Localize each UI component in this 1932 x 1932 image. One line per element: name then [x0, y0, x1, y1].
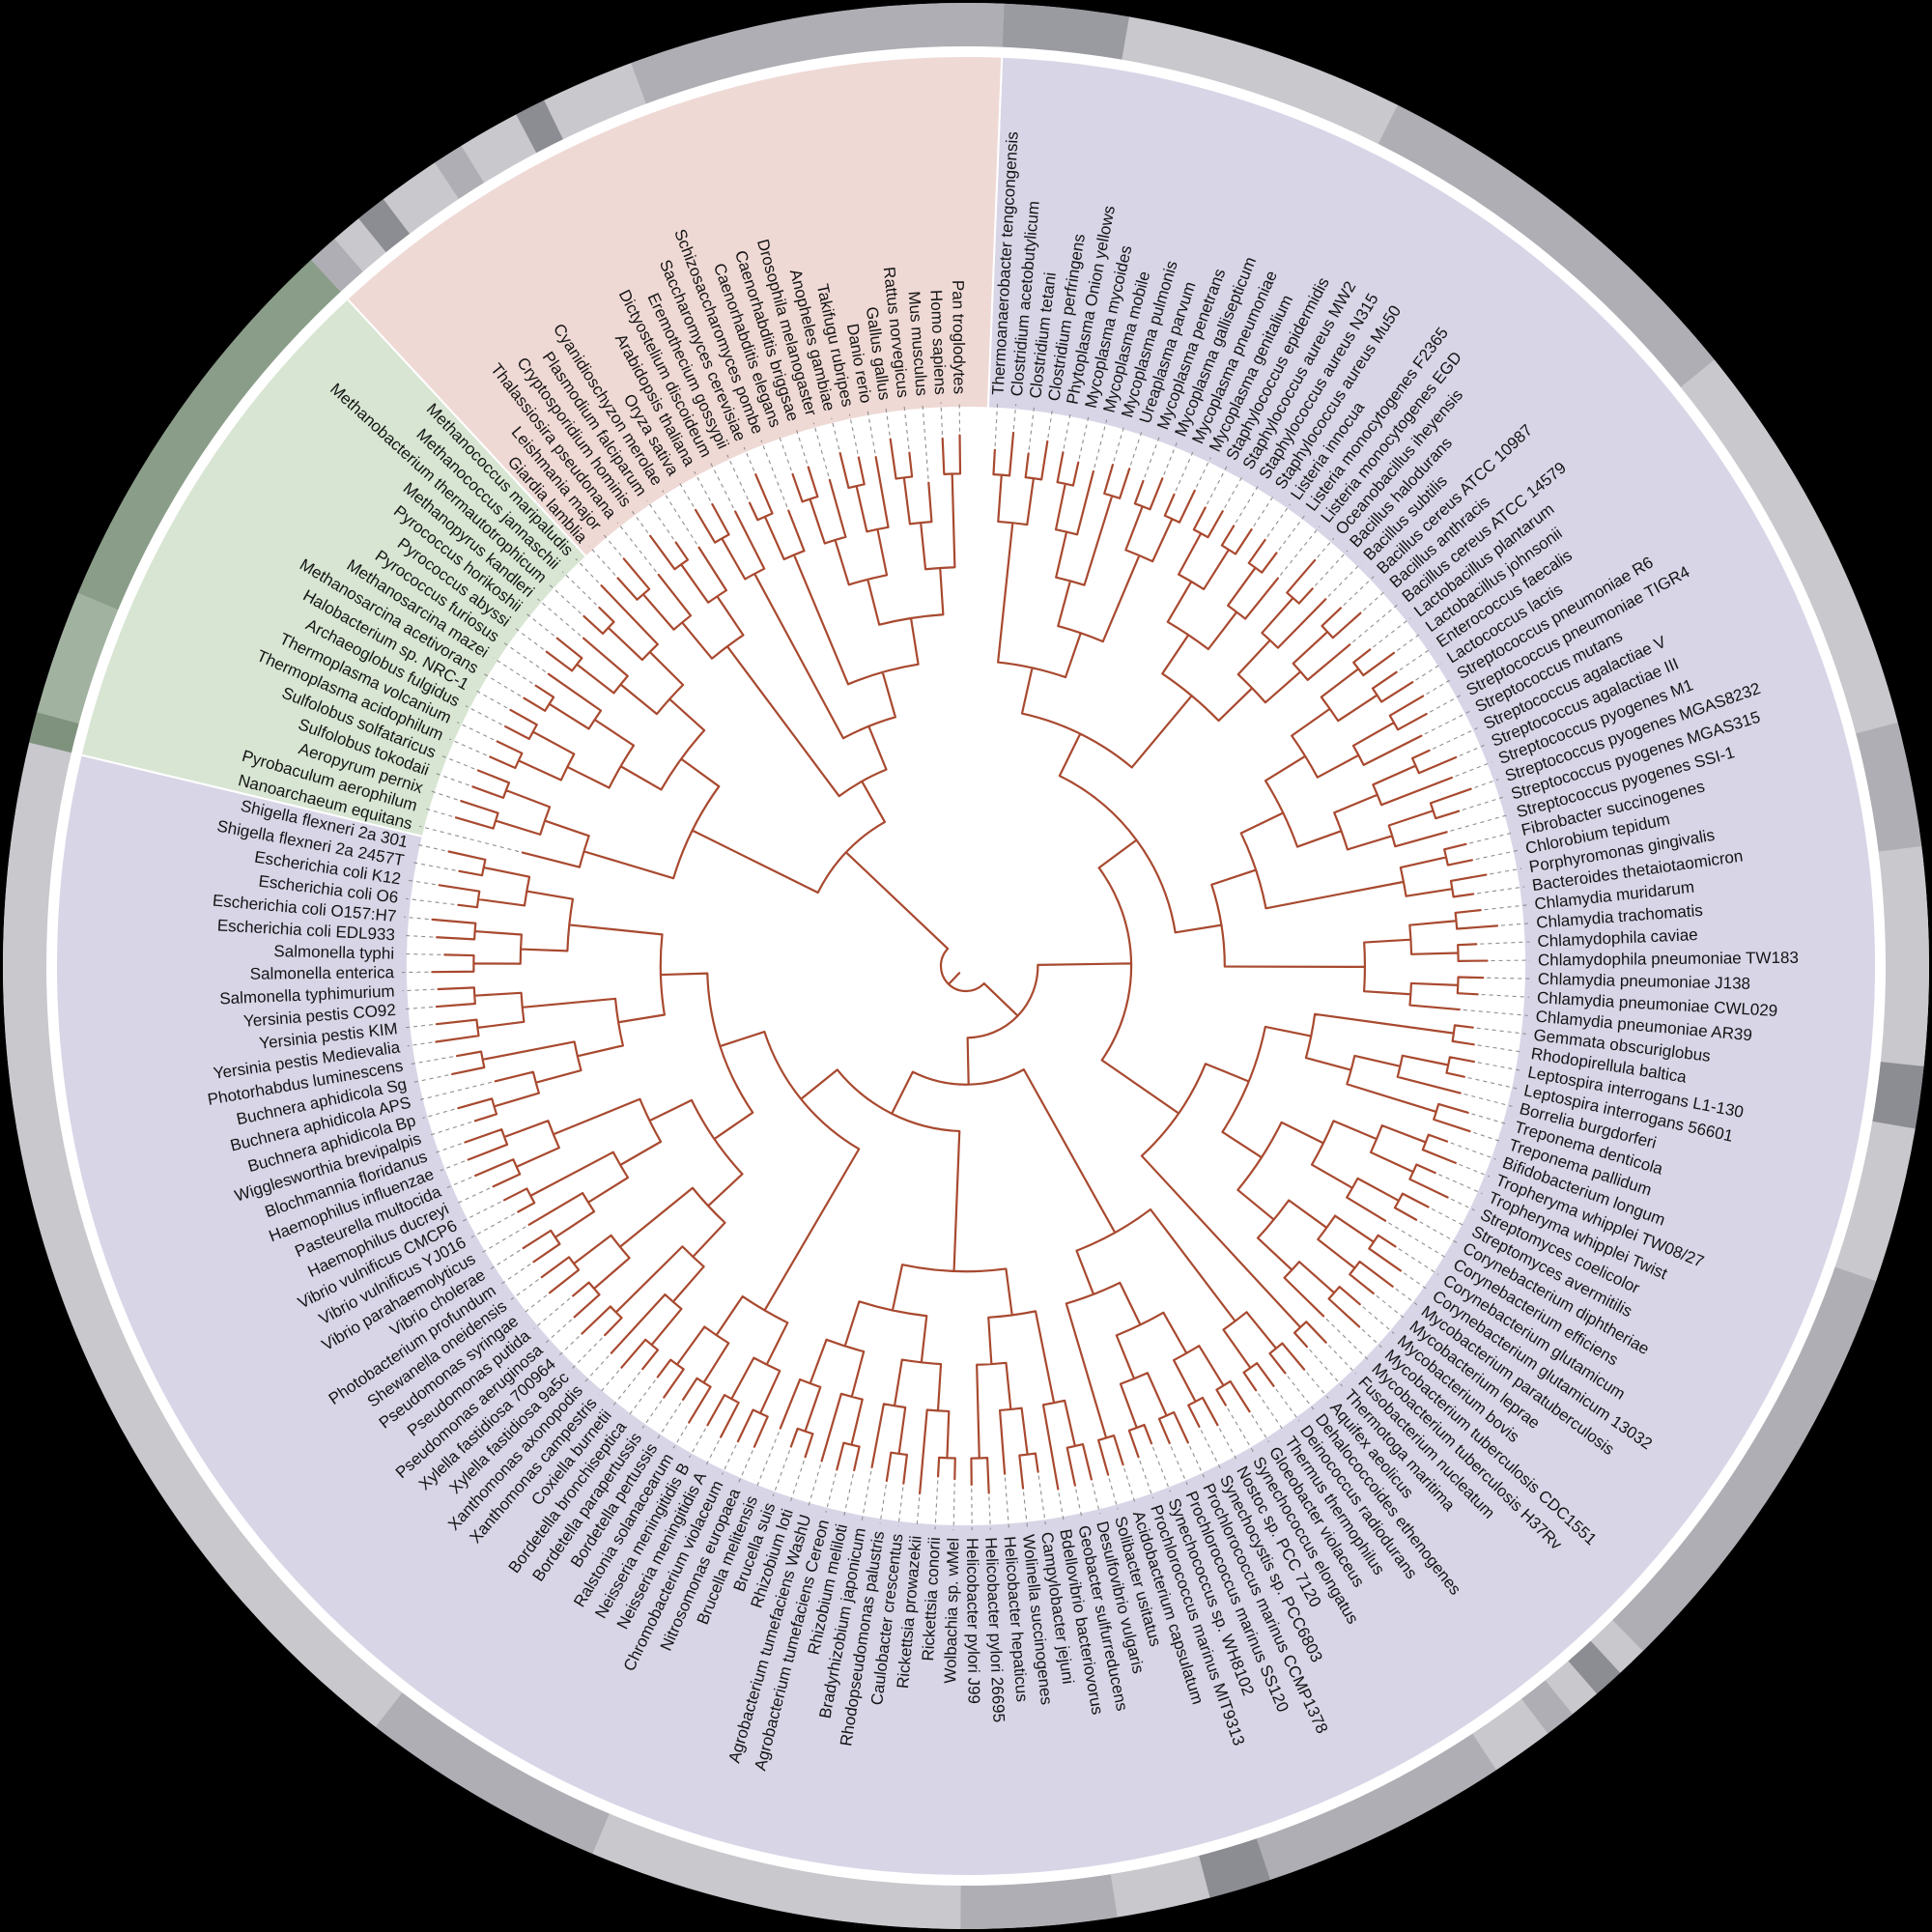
ring-segment-clostridia	[1002, 3, 1130, 60]
species-label[interactable]: Wolbachia sp. wMel	[941, 1538, 962, 1684]
ring-segment-cyanobacteria	[1256, 1733, 1497, 1880]
domain-sector-archaea	[79, 297, 588, 838]
species-label[interactable]: Homo sapiens	[926, 290, 950, 395]
ring-segment-euryarchaeota	[77, 260, 341, 611]
ring-segment-mycetozoa	[516, 99, 563, 154]
ring-segment-thermotogae	[1568, 1640, 1621, 1694]
ring-segment-metazoa	[631, 3, 1005, 104]
ring-segment-crenarchaeota	[37, 592, 119, 724]
ring-segment-chlamydiae	[1878, 846, 1929, 1066]
ring-segment-deltaproteobacteria	[1110, 1855, 1210, 1918]
ring-segment-deinococcus-thermus	[1472, 1698, 1548, 1771]
ring-segment-rhodophyta	[435, 145, 485, 199]
ring-segment-viridiplantae	[461, 114, 537, 184]
species-label[interactable]: Salmonella typhi	[273, 942, 394, 963]
ring-segment-lactobacillales	[1680, 359, 1898, 734]
ring-segment-fusobacteria	[1590, 1620, 1643, 1673]
species-label[interactable]: Salmonella enterica	[250, 963, 395, 983]
ring-segment-planctomycetes	[1872, 1062, 1924, 1129]
ring-segment-bacilli	[1378, 104, 1715, 387]
species-label[interactable]: Pan troglodytes	[949, 280, 968, 394]
ring-segment-actinobacteria	[1612, 1266, 1877, 1652]
ring-segment-diplomonadida	[311, 239, 363, 293]
ring-segment-betaproteobacteria	[375, 1692, 610, 1854]
domain-sector-bacteria	[55, 55, 1877, 1877]
ring-segment-aquificae	[1545, 1661, 1597, 1715]
ring-segment-euglenozoa	[334, 218, 386, 272]
ring-segment-alveolata	[383, 162, 459, 234]
ring-segment-mollicutes	[1122, 16, 1398, 144]
ring-segment-alphaproteobacteria	[592, 1813, 961, 1929]
ring-segment-spirochaetes	[1834, 1121, 1916, 1282]
ring-segment-acidobacteria	[1199, 1838, 1270, 1898]
ring-segment-fungi	[544, 63, 646, 140]
leaf-guide-lines	[402, 402, 1530, 1530]
ring-segment-nanoarchaeota	[29, 712, 79, 753]
ring-segment-epsilonproteobacteria	[960, 1874, 1118, 1929]
domain-sector-eukaryota	[345, 55, 1004, 558]
species-label[interactable]: Helicobacter pylori J99	[963, 1538, 983, 1704]
tree-branches	[431, 431, 1499, 1495]
ring-segment-stramenopiles	[358, 199, 411, 253]
ring-segment-chloroflexi	[1521, 1680, 1573, 1734]
ring-segment-fibrobacteres-chlorobi-bacteroidetes	[1856, 723, 1922, 852]
species-label[interactable]: Chlamydia pneumoniae J138	[1538, 970, 1751, 993]
ring-segment-gammaproteobacteria	[2, 742, 403, 1727]
species-label[interactable]: Chlamydophila pneumoniae TW183	[1538, 949, 1799, 970]
